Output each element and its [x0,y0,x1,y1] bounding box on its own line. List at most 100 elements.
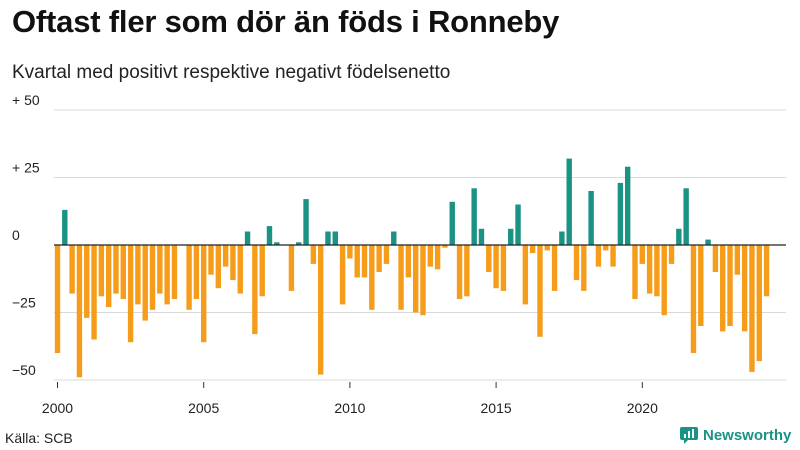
brand-logo[interactable]: Newsworthy [680,426,791,444]
bar [222,245,229,267]
bar [135,245,141,305]
bar [654,245,660,297]
bar [332,231,338,245]
bar [486,245,492,272]
bar [420,245,426,316]
bar [105,245,112,308]
y-axis-ticks: + 50 + 25 0 −25 −50 [12,92,40,378]
bar [383,245,390,264]
bar [661,245,667,316]
bar [442,245,448,248]
bar [84,245,90,318]
bar [749,245,755,372]
bar [763,245,770,297]
x-tick-label: 2000 [42,400,73,416]
bar [259,245,265,297]
bar [529,245,536,254]
bar [230,245,236,281]
bar [427,245,434,267]
bar [646,245,653,294]
bar [464,245,470,297]
bars [54,158,770,378]
bar [705,239,711,245]
source-note: Källa: SCB [5,430,73,446]
y-tick-label: −50 [12,362,36,378]
bar [522,245,529,305]
brand-name: Newsworthy [703,426,792,444]
bar [712,245,719,272]
bar [69,245,75,294]
bar [624,166,631,245]
bar [266,226,273,245]
bar [398,245,404,310]
bar [157,245,163,294]
y-tick-label: 0 [12,227,20,243]
bar [113,245,119,294]
bar [559,231,565,245]
bar [391,231,397,245]
bar [698,245,704,326]
bar [617,182,624,245]
bar [537,245,543,337]
bar [201,245,207,343]
gridlines [54,109,786,381]
bar [741,245,748,332]
bar [376,245,382,272]
bar [405,245,412,278]
bar [683,188,689,245]
bar [361,245,368,278]
bar [208,245,214,275]
bar [244,231,251,245]
bar [639,245,645,264]
x-axis-ticks: 2000 2005 2010 2015 2020 [42,382,658,416]
bar [456,245,463,299]
bar [566,158,572,245]
bar [310,245,317,264]
bar [478,228,485,245]
bar [500,245,507,291]
bar [493,245,499,289]
newsworthy-logo-icon [680,427,698,444]
bar [303,199,309,245]
bar [215,245,222,289]
bar [76,245,83,378]
bar [690,245,697,353]
bar [339,245,346,305]
bar [274,242,280,245]
bar [369,245,375,310]
bar [588,191,594,245]
bar [581,245,587,291]
bar [193,245,200,299]
y-tick-label: + 50 [12,92,40,108]
bar [237,245,243,294]
bar [508,228,514,245]
bar [595,245,602,267]
bar [171,245,178,299]
bar [668,245,675,264]
bar [164,245,170,305]
bar [551,245,558,291]
bar [412,245,419,313]
bar [544,245,550,251]
bar [610,245,616,267]
bar [91,245,97,340]
chart-subtitle: Kvartal med positivt respektive negativt… [12,62,451,83]
bar [727,245,733,326]
bar [756,245,762,362]
bar [354,245,360,278]
bar [632,245,638,299]
bar [471,188,477,245]
bar [676,228,682,245]
bar [434,245,441,270]
bar [449,201,455,245]
y-tick-label: + 25 [12,160,40,176]
bar [288,245,295,291]
bar [127,245,134,343]
bar [317,245,324,375]
chart-title: Oftast fler som dör än föds i Ronneby [12,4,560,39]
x-tick-label: 2005 [188,400,219,416]
bar [347,245,353,259]
bar [186,245,192,310]
bar [515,204,521,245]
